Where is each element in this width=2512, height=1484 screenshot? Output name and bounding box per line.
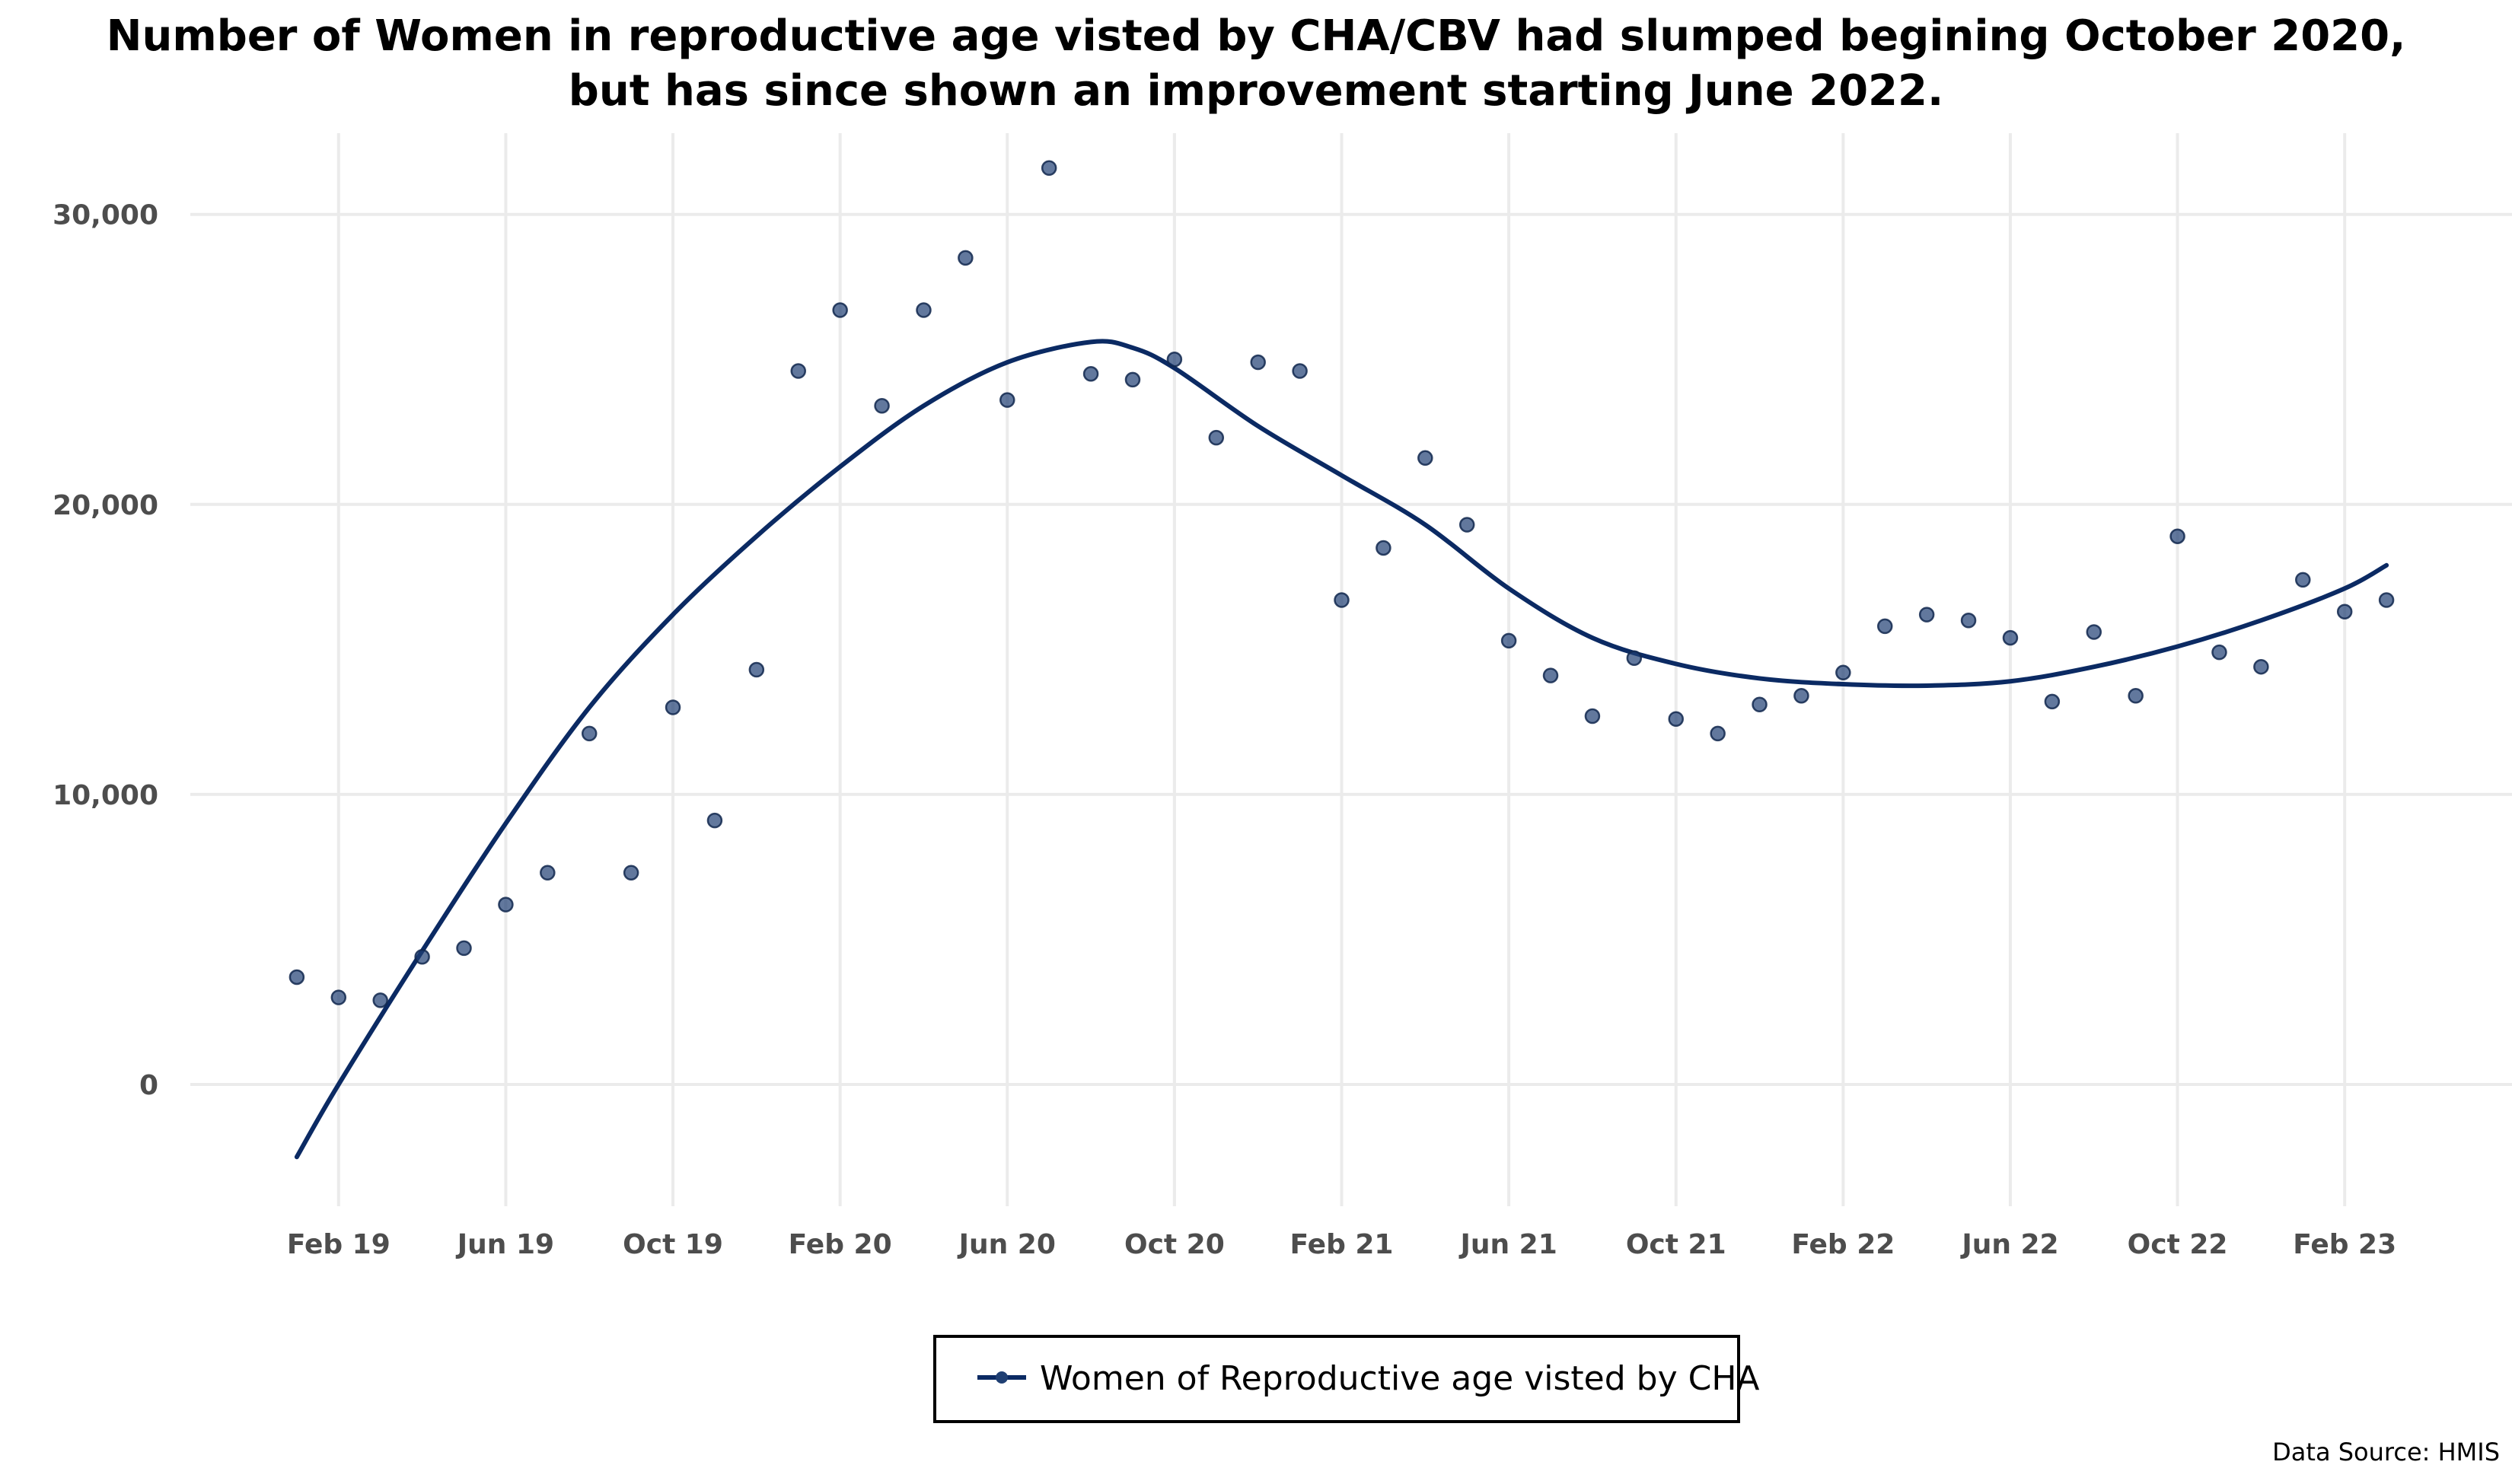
data-point: [2002, 629, 2019, 646]
y-tick-label: 0: [139, 1070, 158, 1101]
data-point: [1835, 664, 1851, 681]
x-tick-label: Feb 23: [2293, 1229, 2396, 1260]
data-point: [1500, 632, 1517, 649]
x-tick-label: Feb 21: [1290, 1229, 1394, 1260]
legend-label: Women of Reproductive age visted by CHA: [1040, 1359, 1760, 1398]
data-point: [1376, 540, 1391, 556]
data-point: [1417, 450, 1433, 467]
data-point: [623, 865, 639, 881]
data-point: [706, 812, 723, 829]
data-point: [1208, 429, 1225, 446]
data-point: [288, 969, 305, 986]
data-point: [2044, 693, 2061, 710]
data-point: [1082, 366, 1099, 382]
chart-title: Number of Women in reproductive age vist…: [0, 9, 2512, 119]
data-point: [456, 940, 472, 957]
data-point: [1542, 667, 1559, 683]
data-point: [1041, 160, 1057, 176]
chart-title-line-2: but has since shown an improvement start…: [568, 66, 1944, 116]
y-tick-label: 30,000: [53, 200, 158, 231]
data-point: [1124, 371, 1141, 388]
x-tick-label: Jun 21: [1458, 1229, 1557, 1260]
data-point: [1250, 354, 1266, 371]
data-point: [540, 865, 556, 881]
data-point: [330, 989, 347, 1005]
legend: [933, 1335, 1740, 1423]
data-point: [498, 896, 514, 912]
data-point: [2128, 688, 2144, 704]
data-point: [1752, 696, 1768, 712]
data-point: [874, 397, 890, 414]
data-point: [2211, 644, 2227, 661]
x-tick-label: Feb 19: [287, 1229, 391, 1260]
data-point: [958, 250, 974, 266]
data-point: [581, 725, 598, 742]
data-point: [1668, 711, 1684, 728]
data-point: [748, 661, 765, 678]
data-point: [1918, 607, 1935, 623]
data-point: [1584, 708, 1601, 724]
y-tick-label: 20,000: [53, 490, 158, 521]
trend-line-layer: [294, 339, 2389, 1160]
data-point: [2169, 528, 2185, 544]
data-point: [999, 392, 1015, 408]
data-point: [2295, 572, 2311, 588]
data-point: [1626, 650, 1643, 667]
x-tick-label: Jun 22: [1959, 1229, 2058, 1260]
x-tick-label: Oct 20: [1124, 1229, 1225, 1260]
x-axis-tick-labels: Feb 19 Jun 19 Oct 19 Feb 20 Jun 20 Oct 20 Feb …: [287, 1229, 2396, 1260]
data-source-note: Data Source: HMIS: [2272, 1438, 2500, 1466]
trend-line: [294, 339, 2389, 1160]
data-point: [1166, 351, 1183, 368]
data-point: [372, 992, 388, 1008]
x-tick-label: Oct 22: [2128, 1229, 2228, 1260]
legend-key-icon: [977, 1371, 1026, 1384]
x-tick-label: Feb 20: [789, 1229, 892, 1260]
data-point: [2086, 624, 2102, 640]
data-point: [1334, 592, 1350, 608]
data-point: [414, 949, 430, 965]
x-tick-label: Jun 20: [957, 1229, 1056, 1260]
data-point: [2378, 592, 2395, 608]
data-point: [1960, 612, 1977, 629]
data-points: [288, 160, 2395, 1008]
data-point: [665, 699, 681, 715]
data-point: [916, 302, 932, 318]
data-point: [1292, 363, 1308, 379]
chart-title-line-1: Number of Women in reproductive age vist…: [106, 11, 2406, 61]
data-point: [1793, 688, 1809, 704]
grid-lines: [190, 133, 2512, 1206]
data-point: [2253, 658, 2269, 675]
x-tick-label: Feb 22: [1791, 1229, 1895, 1260]
data-point: [790, 363, 806, 379]
x-tick-label: Oct 21: [1626, 1229, 1726, 1260]
data-point: [1877, 618, 1893, 635]
data-point: [2336, 603, 2353, 620]
y-tick-label: 10,000: [53, 780, 158, 811]
data-point: [1458, 517, 1475, 533]
x-tick-label: Jun 19: [455, 1229, 554, 1260]
x-tick-label: Oct 19: [623, 1229, 723, 1260]
y-axis-tick-labels: 0 10,000 20,000 30,000: [53, 200, 158, 1101]
data-point: [832, 302, 848, 318]
data-point: [1710, 725, 1726, 742]
